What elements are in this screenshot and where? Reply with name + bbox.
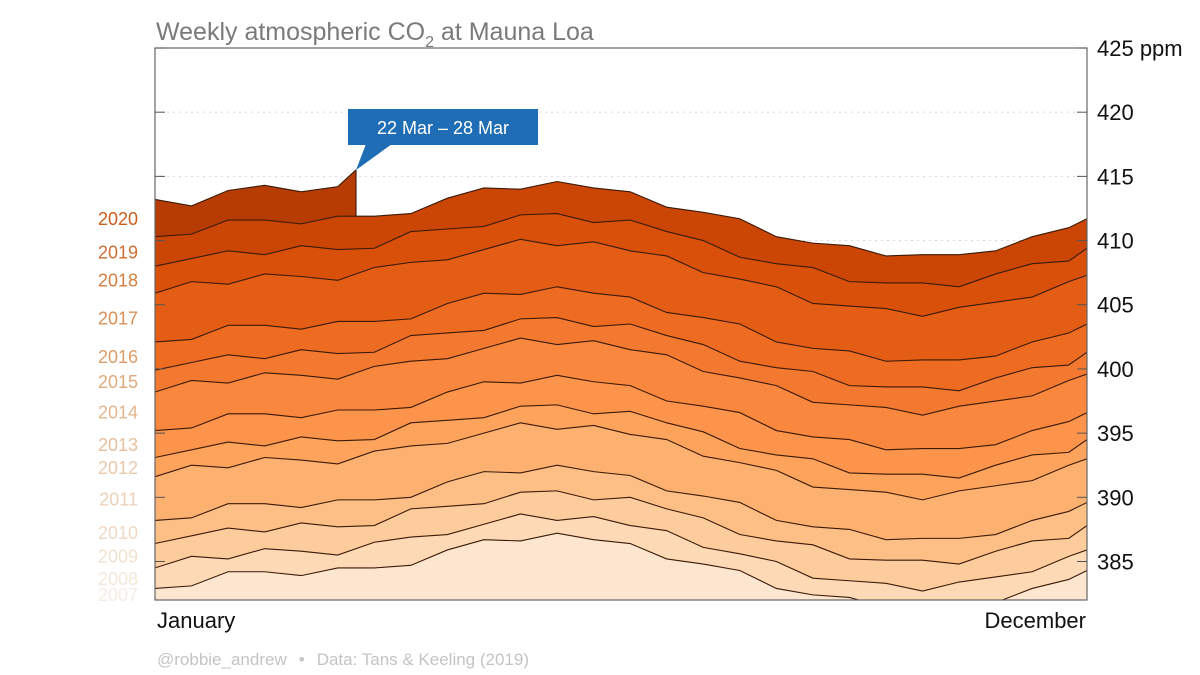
line-2020 xyxy=(155,169,357,207)
line-2018 xyxy=(155,213,1087,288)
y-tick-label: 395 xyxy=(1097,421,1134,446)
line-2011 xyxy=(155,422,1087,501)
year-label-2018: 2018 xyxy=(98,271,138,291)
year-label-2011: 2011 xyxy=(99,490,138,510)
line-2012 xyxy=(155,404,1087,479)
line-2016 xyxy=(155,286,1087,362)
date-callout: 22 Mar – 28 Mar xyxy=(348,109,538,170)
y-tick-label: 390 xyxy=(1097,485,1134,510)
y-tick-label: 425 ppm xyxy=(1097,36,1183,61)
y-tick-label: 415 xyxy=(1097,164,1134,189)
line-2014 xyxy=(155,337,1087,416)
year-label-2017: 2017 xyxy=(98,309,138,329)
line-2008 xyxy=(155,513,1087,592)
line-2015 xyxy=(155,317,1087,392)
callout-text: 22 Mar – 28 Mar xyxy=(377,118,509,138)
plot-frame xyxy=(154,47,1088,601)
year-label-2019: 2019 xyxy=(98,242,138,262)
y-tick-label: 420 xyxy=(1097,100,1134,125)
y-tick-label: 385 xyxy=(1097,549,1134,574)
year-label-2012: 2012 xyxy=(98,458,138,478)
footer: @robbie_andrew • Data: Tans & Keeling (201… xyxy=(157,650,529,669)
x-end-label: December xyxy=(985,608,1086,633)
x-start-label: January xyxy=(157,608,235,633)
callout-pointer xyxy=(356,144,392,170)
line-2013 xyxy=(155,374,1087,451)
year-areas xyxy=(155,169,1087,600)
y-axis: 385 390 395 400 405 410 415 420 425 ppm xyxy=(155,36,1183,574)
area-2007 xyxy=(155,533,1087,600)
line-2010 xyxy=(155,464,1087,541)
line-2009 xyxy=(155,490,1087,565)
chart-title: Weekly atmospheric CO2 at Mauna Loa xyxy=(156,18,594,51)
year-label-2007: 2007 xyxy=(98,585,138,605)
callout-box xyxy=(348,109,538,145)
line-2017 xyxy=(155,238,1087,317)
year-label-2016: 2016 xyxy=(98,347,138,367)
y-tick-label: 410 xyxy=(1097,229,1134,254)
year-label-2014: 2014 xyxy=(98,402,138,422)
y-tick-label: 400 xyxy=(1097,357,1134,382)
year-label-2008: 2008 xyxy=(98,569,138,589)
y-tick-label: 405 xyxy=(1097,293,1134,318)
line-2019 xyxy=(155,180,1087,257)
year-label-2010: 2010 xyxy=(98,523,138,543)
year-label-2015: 2015 xyxy=(98,372,138,392)
line-2007 xyxy=(155,532,1087,600)
year-label-2013: 2013 xyxy=(98,435,138,455)
year-label-2020: 2020 xyxy=(98,209,138,229)
year-label-2009: 2009 xyxy=(98,547,138,567)
